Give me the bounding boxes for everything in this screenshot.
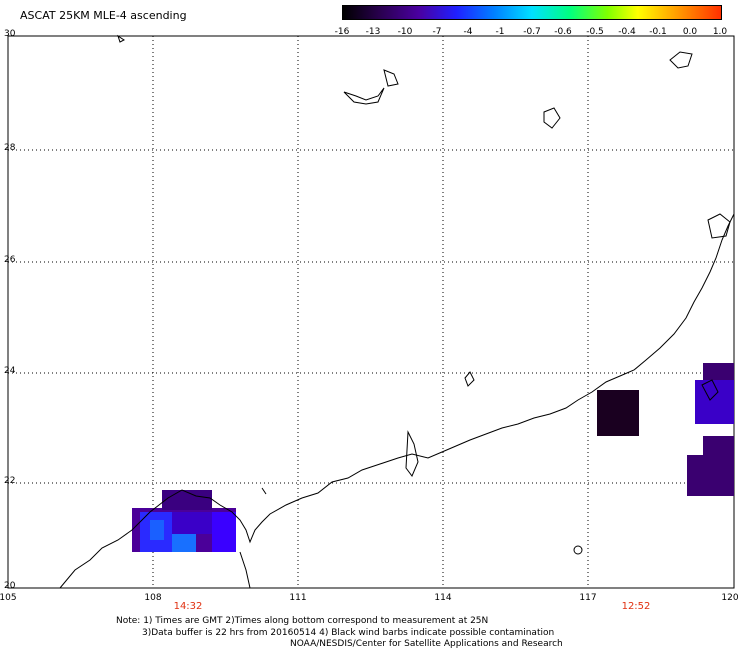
lon-tick-label: 111: [289, 593, 307, 603]
colorbar-label: -16: [334, 27, 350, 37]
map-title: ASCAT 25KM MLE-4 ascending: [20, 9, 187, 22]
note-line-2: 3)Data buffer is 22 hrs from 20160514 4)…: [142, 628, 555, 638]
colorbar-label: -0.1: [649, 27, 667, 37]
lon-tick-label: 114: [434, 593, 452, 603]
island: [383, 69, 399, 87]
colorbar-label: -4: [463, 27, 473, 37]
lon-tick-label: 108: [144, 593, 162, 603]
data-cell: [212, 512, 236, 552]
colorbar-label: -0.7: [523, 27, 541, 37]
coastline-main: [59, 213, 735, 589]
island: [405, 430, 419, 477]
data-cell: [703, 436, 734, 496]
data-cell: [695, 380, 734, 424]
colorbar-label: 1.0: [712, 27, 728, 37]
island: [117, 34, 125, 43]
colorbar-label: -0.4: [618, 27, 636, 37]
swath-west: [132, 490, 236, 552]
island: [343, 87, 385, 105]
pass-time-label: 14:32: [173, 601, 203, 612]
pass-time-label: 12:52: [621, 601, 651, 612]
island: [669, 51, 693, 69]
colorbar-label: 0.0: [682, 27, 698, 37]
lat-tick-label: 20: [4, 581, 16, 591]
lat-tick-label: 26: [4, 255, 16, 265]
swath-east: [597, 363, 734, 496]
island: [573, 545, 583, 555]
island: [707, 213, 731, 239]
data-cell: [162, 490, 212, 510]
colorbar: [342, 5, 722, 20]
data-cell: [172, 534, 196, 552]
colorbar-label: -10: [397, 27, 413, 37]
island: [261, 487, 267, 495]
data-cell: [150, 520, 164, 540]
island: [701, 379, 719, 401]
lat-tick-label: 30: [4, 29, 16, 39]
coastline: [59, 34, 735, 589]
island: [464, 371, 475, 387]
colorbar-label: -0.5: [586, 27, 604, 37]
lat-tick-label: 28: [4, 143, 16, 153]
gridlines: [8, 35, 734, 588]
coastline-peninsula: [239, 551, 251, 589]
lon-tick-label: 120: [721, 593, 739, 603]
note-line-1: Note: 1) Times are GMT 2)Times along bot…: [116, 616, 489, 626]
lat-tick-label: 22: [4, 476, 16, 486]
data-cell: [172, 512, 212, 534]
lon-tick-label: 117: [579, 593, 597, 603]
colorbar-label: -13: [365, 27, 381, 37]
colorbar-label: -0.6: [554, 27, 572, 37]
island: [543, 107, 561, 129]
lat-tick-label: 24: [4, 366, 16, 376]
map-frame: [7, 35, 735, 589]
data-cell: [597, 390, 639, 436]
colorbar-label: -7: [432, 27, 442, 37]
lon-tick-label: 105: [0, 593, 17, 603]
data-cell: [687, 455, 707, 496]
data-cell: [703, 363, 734, 383]
note-line-3: NOAA/NESDIS/Center for Satellite Applica…: [290, 639, 563, 649]
colorbar-label: -1: [495, 27, 505, 37]
